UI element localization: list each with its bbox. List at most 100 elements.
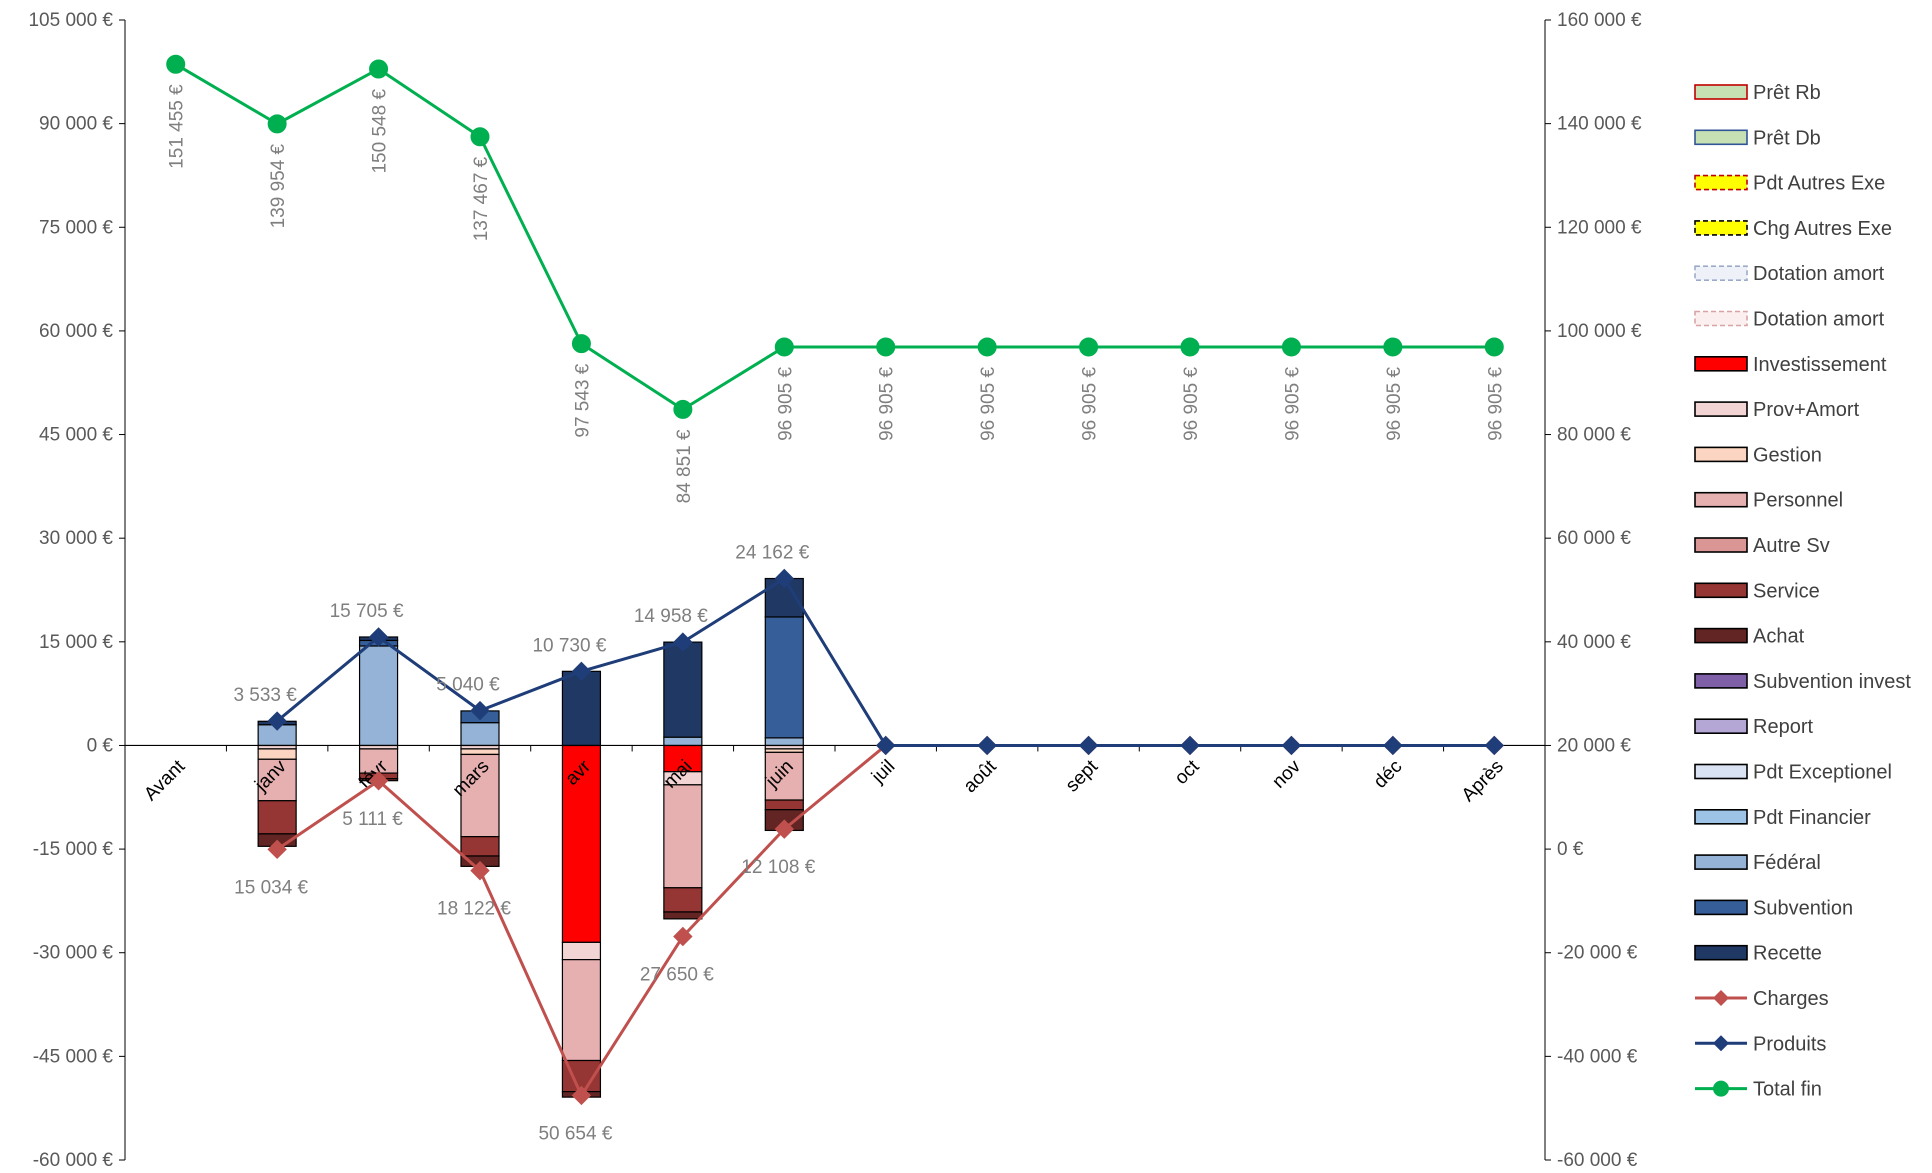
- legend-swatch: [1694, 718, 1748, 735]
- legend-entry: Dotation amort: [1694, 263, 1885, 285]
- left-tick-label: 90 000 €: [39, 114, 113, 135]
- charges-data-label: 15 034 €: [234, 877, 308, 898]
- series-point: [267, 839, 287, 860]
- right-tick-label: -60 000 €: [1557, 1150, 1638, 1168]
- legend-label: Dotation amort: [1753, 309, 1885, 331]
- legend-entry: Pdt Financier: [1694, 807, 1871, 829]
- total-fin-data-label: 139 954 €: [268, 143, 289, 228]
- series-point: [1078, 735, 1099, 756]
- legend-entry: Investissement: [1694, 354, 1887, 376]
- legend-entry: Autre Sv: [1694, 535, 1830, 557]
- series-point: [876, 735, 896, 756]
- series-point: [267, 711, 287, 731]
- bar-segment: [561, 670, 602, 747]
- left-tick-label: -45 000 €: [33, 1046, 114, 1067]
- series-point: [774, 819, 794, 839]
- legend-label: Autre Sv: [1753, 535, 1830, 557]
- series-point: [1484, 735, 1504, 756]
- category-label: juil: [867, 756, 899, 788]
- right-tick-label: 60 000 €: [1557, 528, 1631, 549]
- legend-swatch: [1694, 763, 1748, 780]
- series-line: [276, 577, 1495, 747]
- legend-entry: Fédéral: [1694, 852, 1821, 874]
- bar-segment: [460, 753, 500, 838]
- series-point: [368, 771, 389, 791]
- legend-swatch: [1694, 401, 1748, 417]
- right-tick-label: 0 €: [1557, 839, 1584, 860]
- legend-swatch: [1694, 808, 1748, 825]
- left-tick-label: -30 000 €: [33, 943, 114, 964]
- right-tick-label: 100 000 €: [1557, 321, 1642, 342]
- bar-segment: [663, 784, 703, 889]
- series-point: [774, 568, 794, 589]
- right-tick-label: 120 000 €: [1557, 217, 1642, 238]
- produits-data-label: 14 958 €: [634, 606, 708, 627]
- produits-data-label: 10 730 €: [532, 635, 606, 656]
- series-point: [267, 114, 287, 134]
- produits-data-label: 24 162 €: [735, 543, 809, 564]
- total-fin-data-label: 96 905 €: [1282, 367, 1303, 441]
- category-label: oct: [1171, 756, 1204, 789]
- bar-segment: [460, 748, 500, 756]
- right-tick-label: 140 000 €: [1557, 114, 1642, 135]
- series-point: [977, 337, 997, 357]
- left-tick-label: -60 000 €: [33, 1150, 114, 1168]
- legend-label: Achat: [1753, 626, 1805, 648]
- legend-label: Chg Autres Exe: [1753, 218, 1892, 240]
- legend-label: Recette: [1753, 943, 1822, 965]
- legend-label: Prêt Rb: [1753, 82, 1821, 104]
- bar-segment: [663, 641, 703, 738]
- left-tick-label: 30 000 €: [39, 528, 113, 549]
- charges-data-label: 12 108 €: [741, 857, 815, 878]
- right-tick-label: 20 000 €: [1557, 735, 1631, 756]
- axes: 105 000 € 90 000 € 75 000 € 60 000 € 45 000 …: [28, 10, 1642, 1171]
- legend-entry: Prêt Rb: [1694, 82, 1821, 104]
- legend-swatch: [1694, 355, 1748, 372]
- legend-swatch: [1694, 673, 1748, 689]
- series-point: [1383, 735, 1403, 756]
- legend-entry: Subvention: [1694, 897, 1853, 919]
- legend-entry: Report: [1694, 716, 1813, 738]
- legend-entry: Total fin: [1695, 1079, 1822, 1101]
- series-point: [1281, 735, 1302, 756]
- legend-label: Prov+Amort: [1753, 399, 1860, 421]
- legend-entry: Chg Autres Exe: [1694, 218, 1892, 240]
- legend-entry: Service: [1694, 580, 1820, 602]
- stacked-bars: [257, 577, 804, 1098]
- series-point: [673, 399, 693, 419]
- produits-data-label: 5 040 €: [436, 675, 500, 696]
- left-tick-label: 45 000 €: [39, 425, 113, 446]
- bar-segment: [561, 941, 602, 961]
- legend-swatch: [1694, 220, 1748, 236]
- data-labels: 15 034 € 5 111 € 18 122 € 50 654 € 27 650 € 1…: [167, 84, 1507, 1145]
- bar-segment: [663, 887, 703, 913]
- legend-label: Total fin: [1753, 1079, 1822, 1101]
- produits-data-label: 3 533 €: [233, 685, 297, 706]
- category-label: déc: [1370, 756, 1407, 793]
- category-label: Après: [1458, 756, 1508, 806]
- right-tick-label: 40 000 €: [1557, 632, 1631, 653]
- left-tick-label: 75 000 €: [39, 217, 113, 238]
- total-fin-data-label: 151 455 €: [167, 84, 188, 169]
- charges-data-label: 5 111 €: [342, 809, 403, 830]
- series-point: [470, 127, 490, 147]
- legend-label: Personnel: [1753, 490, 1843, 512]
- legend-entry: Dotation amort: [1694, 309, 1885, 331]
- lines: [166, 54, 1504, 1106]
- legend-swatch: [1694, 582, 1748, 599]
- category-label: Avant: [140, 756, 189, 805]
- series-point: [673, 926, 693, 947]
- bar-segment: [764, 616, 804, 739]
- legend-label: Subvention invest: [1753, 671, 1911, 693]
- legend-marker: [1713, 990, 1729, 1006]
- series-point: [673, 632, 693, 652]
- legend-entry: Charges: [1695, 988, 1829, 1010]
- legend-entry: Prov+Amort: [1694, 399, 1860, 421]
- total-fin-data-label: 150 548 €: [370, 89, 391, 174]
- series-line: [174, 62, 1495, 411]
- right-tick-label: -20 000 €: [1557, 943, 1638, 964]
- legend-swatch: [1694, 84, 1748, 100]
- right-tick-label: -40 000 €: [1557, 1046, 1638, 1067]
